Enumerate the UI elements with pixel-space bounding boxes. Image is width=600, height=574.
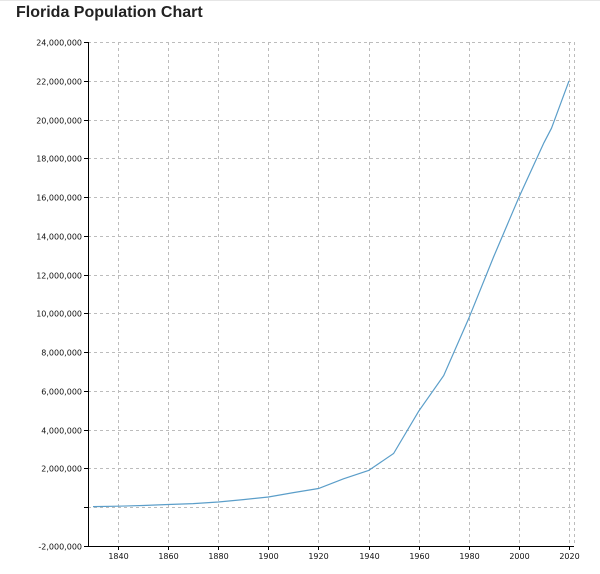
x-tick-label: 2000: [509, 552, 529, 561]
y-tick-label: 20,000,000: [36, 117, 82, 126]
y-tick-label: 16,000,000: [36, 194, 82, 203]
y-tick-label: 22,000,000: [36, 78, 82, 87]
y-tick-label: 18,000,000: [36, 155, 82, 164]
x-tick-label: 1920: [308, 552, 328, 561]
x-tick-label: 1900: [258, 552, 278, 561]
y-tick-label: 6,000,000: [41, 388, 82, 397]
y-tick-label: 4,000,000: [41, 427, 82, 436]
axes: 1840 1860 1880 1900 1920 1940 1960 1980 2000 2020…: [36, 39, 579, 562]
page-title: Florida Population Chart: [16, 4, 203, 21]
grid: [88, 42, 575, 547]
y-tick-label: 8,000,000: [41, 349, 82, 358]
top-border: [0, 0, 600, 1]
y-tick-label: 24,000,000: [36, 39, 82, 48]
x-tick-label: 1940: [359, 552, 379, 561]
x-tick-label: 2020: [559, 552, 579, 561]
x-tick-label: 1840: [108, 552, 128, 561]
y-tick-label: 14,000,000: [36, 233, 82, 242]
series: [92, 80, 570, 508]
y-tick-label: 2,000,000: [41, 465, 82, 474]
y-tick-label: -2,000,000: [38, 543, 82, 552]
x-tick-label: 1880: [208, 552, 228, 561]
y-tick-label: 10,000,000: [36, 310, 82, 319]
y-tick-label: 12,000,000: [36, 272, 82, 281]
x-tick-label: 1980: [459, 552, 479, 561]
x-tick-label: 1860: [158, 552, 178, 561]
population-line: [92, 80, 570, 508]
x-tick-label: 1960: [409, 552, 429, 561]
